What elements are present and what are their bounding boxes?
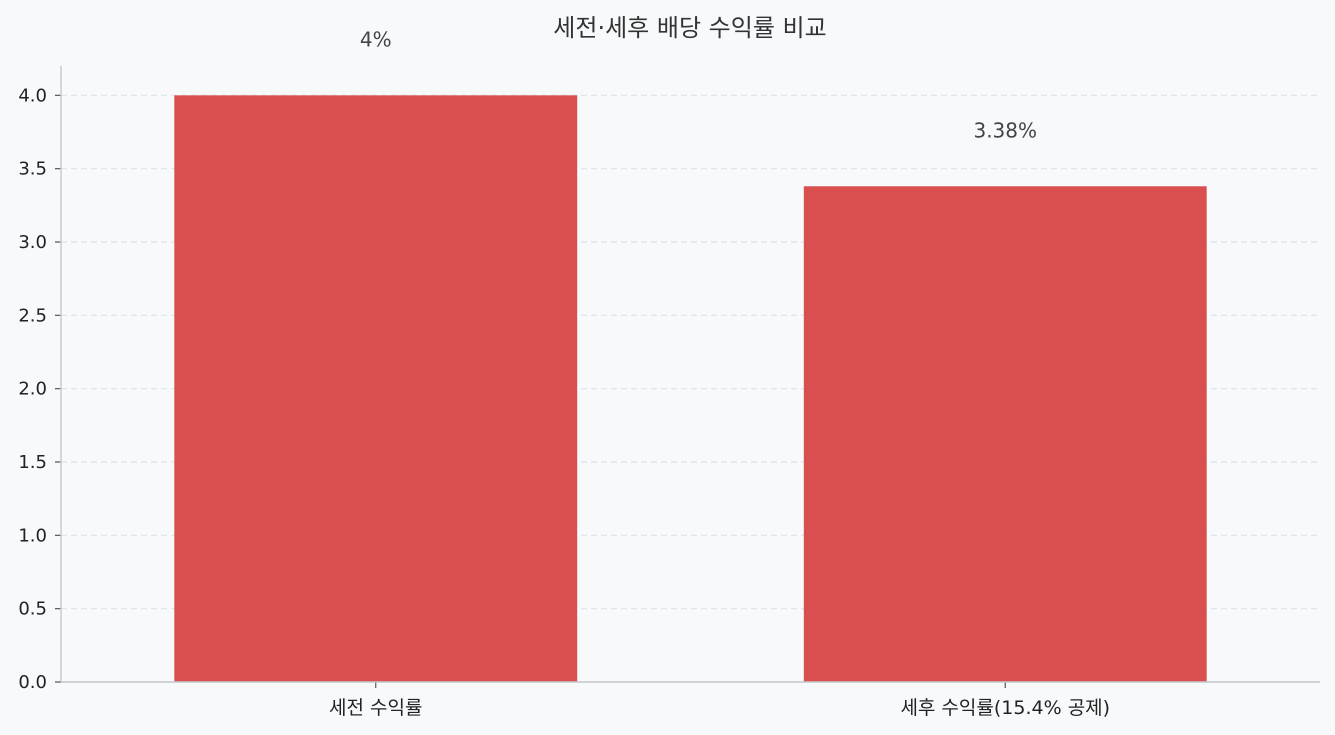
y-tick-label: 0.0 <box>18 672 47 693</box>
bars <box>174 95 1207 683</box>
y-tick-label: 3.0 <box>18 232 47 253</box>
x-category-label: 세전 수익률 <box>329 697 422 719</box>
chart-title: 세전·세후 배당 수익률 비교 <box>553 14 826 42</box>
y-tick-label: 0.5 <box>18 599 47 620</box>
bar-value-label: 4% <box>360 27 392 51</box>
y-tick-label: 2.5 <box>18 305 47 326</box>
bar <box>174 95 578 683</box>
y-tick-label: 3.5 <box>18 159 47 180</box>
axes <box>55 66 1320 688</box>
x-category-label: 세후 수익률(15.4% 공제) <box>900 697 1110 719</box>
labels: 0.0 0.5 1.0 1.5 2.0 2.5 3.0 3.5 4.0 4% 세전 수익률 3.38%… <box>18 27 1110 719</box>
bar-value-label: 3.38% <box>973 118 1037 142</box>
y-tick-label: 4.0 <box>18 85 47 106</box>
y-tick-label: 2.0 <box>18 379 47 400</box>
y-tick-label: 1.5 <box>18 452 47 473</box>
y-tick-label: 1.0 <box>18 525 47 546</box>
bar <box>803 186 1207 682</box>
